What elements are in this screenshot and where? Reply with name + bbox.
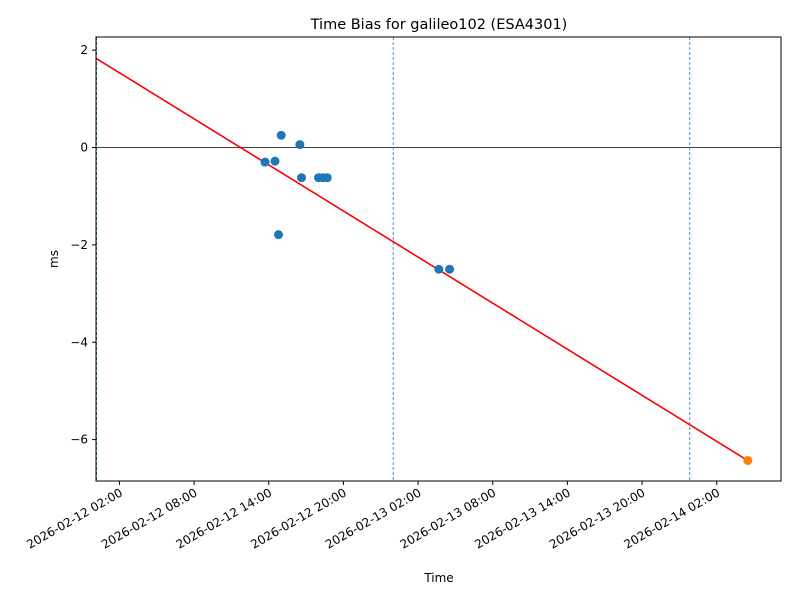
- y-axis-label: ms: [47, 250, 61, 268]
- plot-frame: [95, 36, 782, 482]
- data-point: [260, 157, 270, 167]
- y-tick-label: −2: [70, 238, 88, 252]
- chart-title: Time Bias for galileo102 (ESA4301): [310, 17, 568, 33]
- data-point: [274, 230, 284, 240]
- x-axis-label: Time: [423, 571, 453, 585]
- y-tick-label: −4: [70, 335, 88, 349]
- y-tick-label: 2: [80, 43, 88, 57]
- data-point: [322, 173, 332, 183]
- data-point: [270, 156, 280, 166]
- y-tick-label: −6: [70, 433, 88, 447]
- predicted-point: [743, 456, 753, 466]
- plot-content: [96, 37, 781, 481]
- data-point: [297, 173, 307, 183]
- data-point: [276, 130, 286, 140]
- data-point: [434, 264, 444, 274]
- data-point: [295, 140, 305, 150]
- y-axis-ticks: 2 0 −2 −4 −6: [70, 43, 96, 447]
- y-tick-label: 0: [80, 141, 88, 155]
- plot-area: [96, 37, 781, 481]
- data-point: [445, 264, 455, 274]
- trend-line: [96, 57, 749, 462]
